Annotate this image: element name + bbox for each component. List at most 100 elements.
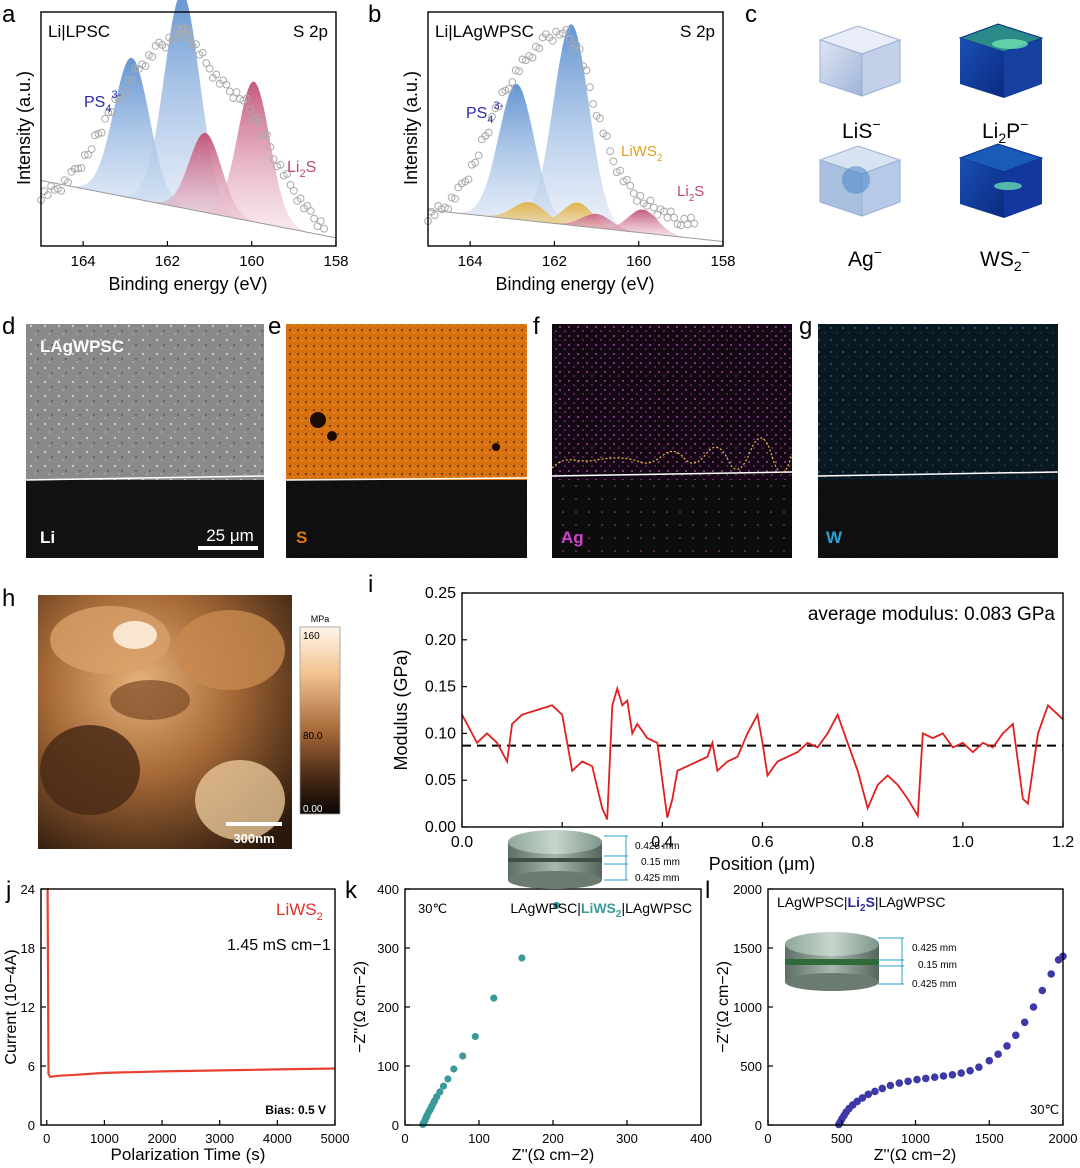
data-point (87, 145, 96, 154)
temperature-k: 30℃ (418, 901, 447, 916)
data-point (1029, 1003, 1038, 1011)
x-tick-label: 5000 (321, 1131, 350, 1146)
data-point (430, 211, 439, 220)
x-tick-label: 500 (831, 1131, 853, 1146)
data-point (104, 108, 113, 117)
sample-label: LAgWPSC (40, 337, 124, 356)
data-point (313, 222, 322, 231)
x-tick-label: 1000 (90, 1131, 119, 1146)
data-point (283, 170, 292, 178)
data-point (687, 213, 695, 222)
x-tick-label: 164 (71, 253, 96, 270)
panel-letter-g: g (799, 313, 812, 340)
y-tick-label: 0 (28, 1118, 35, 1133)
data-point (957, 1069, 965, 1077)
sem-map-d: LAgWPSC Li 25 μm (25, 324, 265, 558)
y-tick-label: 18 (21, 941, 35, 956)
x-tick-label: 0 (764, 1131, 771, 1146)
x-tick-label: 162 (155, 253, 180, 270)
sem-image (26, 324, 264, 480)
y-axis-label-i: Modulus (GPa) (391, 649, 411, 770)
data-point (57, 186, 66, 195)
x-tick-label: 162 (542, 253, 567, 270)
x-tick-label: 158 (710, 253, 735, 270)
peak-label-li2s-a: Li2S (287, 159, 316, 180)
eds-map-ag: Ag (551, 324, 793, 558)
plot-frame-a (40, 11, 337, 247)
data-point (585, 83, 594, 92)
y-tick-label: 500 (740, 1059, 762, 1074)
x-tick-label: 100 (468, 1131, 490, 1146)
data-point (623, 175, 631, 184)
data-point (494, 102, 503, 111)
data-point (141, 62, 150, 70)
data-point (131, 64, 140, 73)
x-tick-label: 1000 (901, 1131, 930, 1146)
data-point (490, 994, 498, 1002)
panel-letter-l: l (705, 877, 710, 904)
data-point (690, 219, 699, 228)
y-tick-label: 0.25 (425, 585, 456, 602)
data-point (474, 151, 483, 160)
x-tick-label: 2000 (148, 1131, 177, 1146)
fit-peak (428, 83, 723, 242)
plot-frame-i (461, 592, 1064, 828)
x-tick-label: 300 (616, 1131, 638, 1146)
data-point (653, 210, 662, 219)
y-tick-label: 400 (377, 882, 399, 897)
data-point (985, 1056, 994, 1065)
plot-frame-j (40, 888, 336, 1126)
xps-chart-a: 164 162 160 158 Li|LPSC S 2p PS43- Li2S Bin… (14, 0, 349, 294)
axis-ticks-j: 0 1000 2000 3000 4000 5000 0 6 12 18 24 (21, 882, 350, 1146)
data-point (626, 181, 635, 190)
data-point (450, 1065, 458, 1073)
data-point (1020, 1018, 1029, 1027)
data-point (246, 105, 254, 113)
panel-letter-k: k (345, 877, 358, 904)
y-tick-label: 0.00 (425, 819, 456, 836)
background-line (40, 180, 337, 239)
interface-line (25, 475, 265, 481)
x-tick-label: 1.2 (1052, 834, 1074, 851)
data-point (459, 1052, 467, 1060)
cell-diagram-k: 0.425 mm 0.15 mm 0.425 mm (508, 830, 680, 889)
x-tick-label: 4000 (263, 1131, 292, 1146)
y-tick-label: 0 (392, 1118, 399, 1133)
data-point (177, 33, 185, 42)
data-point (518, 55, 527, 64)
y-axis-label-a: Intensity (a.u.) (14, 71, 34, 185)
fit-peak (41, 132, 336, 238)
data-point (895, 1079, 904, 1087)
x-ticks-a: 164 162 160 158 (71, 241, 349, 270)
data-point (878, 1084, 887, 1093)
data-point (107, 108, 116, 116)
y-tick-label: 300 (377, 941, 399, 956)
y-tick-label: 0.15 (425, 679, 456, 696)
data-point (528, 53, 537, 62)
y-tick-label: 1500 (733, 941, 762, 956)
data-point (913, 1075, 921, 1084)
data-point (511, 66, 520, 75)
ag-label: Ag (561, 528, 584, 547)
data-point (444, 205, 453, 213)
data-point (886, 1081, 895, 1090)
data-point (548, 36, 557, 45)
data-point (256, 119, 265, 127)
y-axis-label-b: Intensity (a.u.) (401, 71, 421, 185)
y-tick-label: 100 (377, 1059, 399, 1074)
fit-peak (41, 0, 336, 238)
data-point (121, 88, 130, 97)
average-modulus-label: average modulus: 0.083 GPa (808, 604, 1056, 625)
data-point (269, 155, 278, 164)
x-tick-label: 158 (323, 253, 348, 270)
data-point (128, 76, 136, 85)
data-point (91, 131, 99, 140)
data-point (939, 1072, 948, 1080)
x-tick-label: 164 (458, 253, 483, 270)
data-point (930, 1073, 939, 1081)
w-label: W (826, 528, 843, 547)
current-series-line (46, 887, 336, 1078)
panel-letters: a b c d e f g h i j k l (2, 1, 812, 904)
data-point (276, 160, 285, 169)
y-axis-label-k: −Z''(Ω cm−2) (352, 961, 369, 1053)
